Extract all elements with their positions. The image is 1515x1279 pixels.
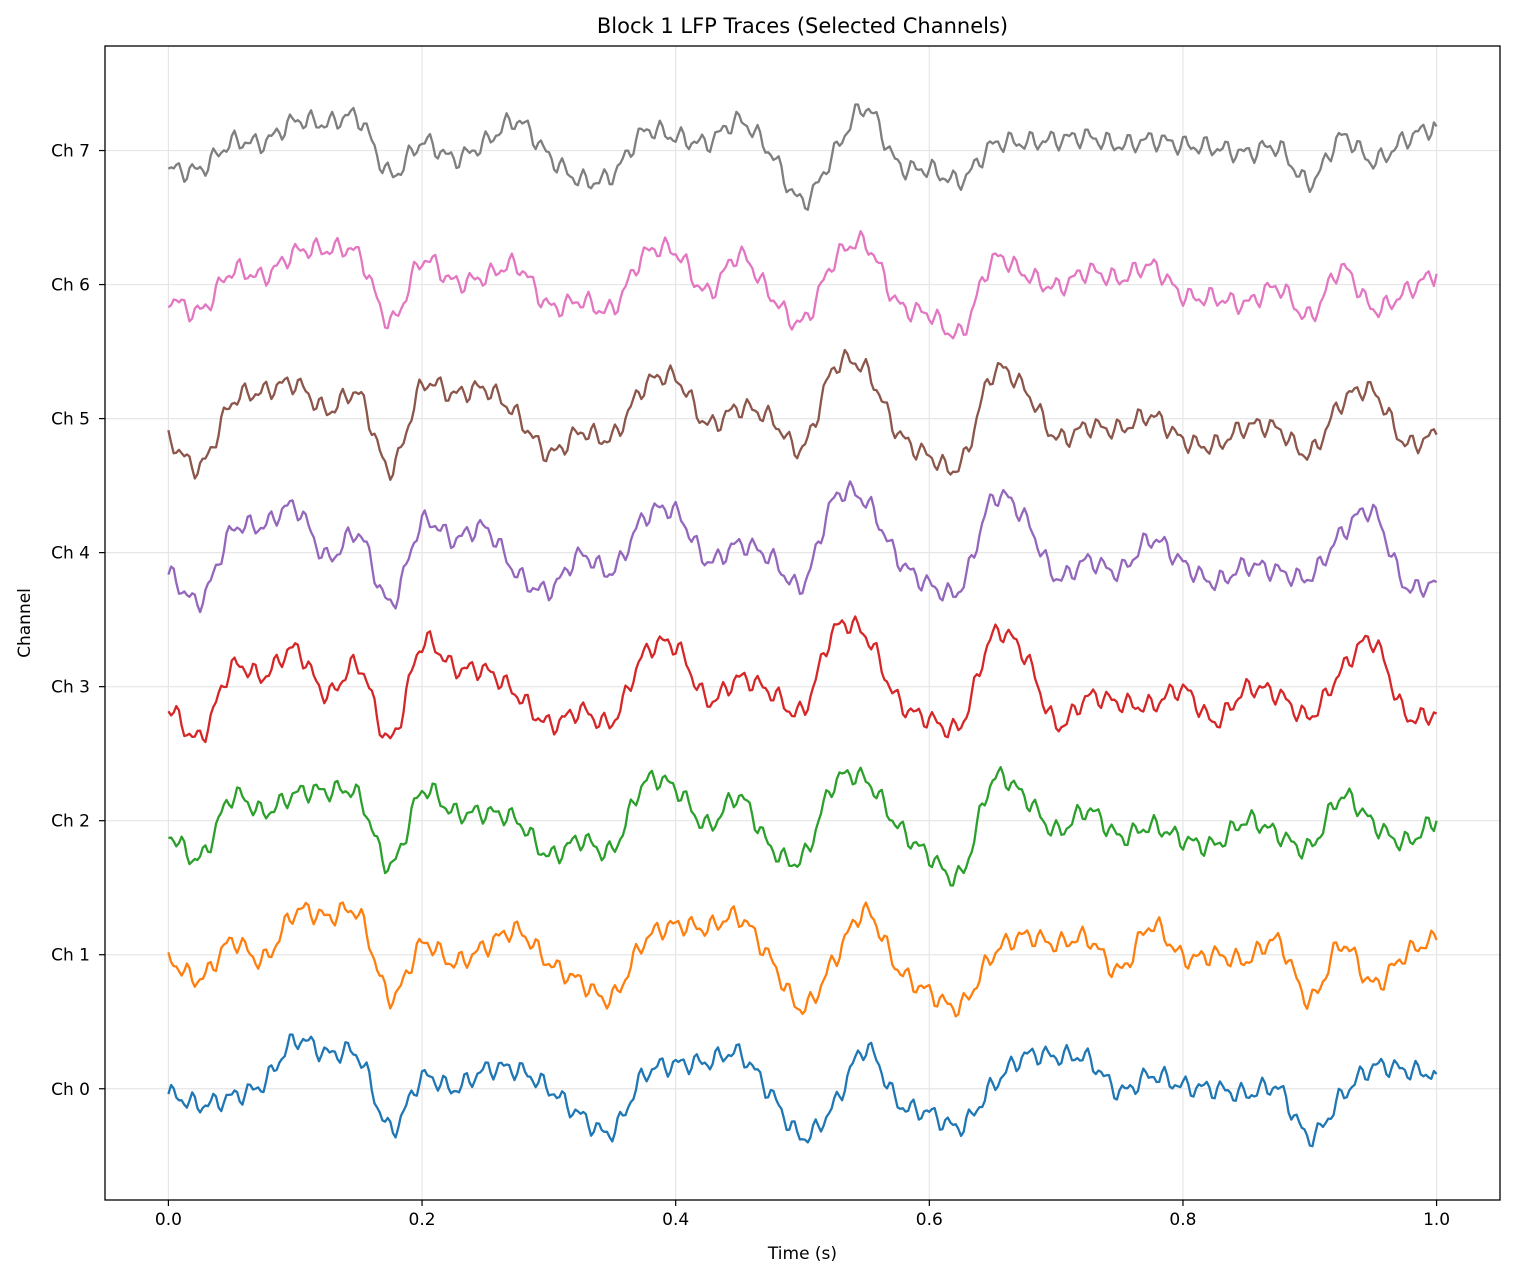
x-tick-label: 0.2 — [409, 1210, 436, 1230]
x-tick-label: 0.8 — [1169, 1210, 1196, 1230]
channel-trace-4 — [167, 480, 1438, 614]
y-tick-label: Ch 5 — [51, 410, 90, 430]
x-tick-label: 0.0 — [155, 1210, 182, 1230]
x-tick-label: 1.0 — [1423, 1210, 1450, 1230]
chart-title: Block 1 LFP Traces (Selected Channels) — [597, 14, 1008, 38]
channel-trace-3 — [167, 615, 1438, 744]
x-tick-label: 0.4 — [662, 1210, 689, 1230]
y-tick-label: Ch 0 — [51, 1080, 90, 1100]
y-axis-label: Channel — [15, 588, 35, 658]
plot-frame — [104, 45, 1501, 1201]
channel-trace-1 — [167, 901, 1438, 1018]
channel-trace-7 — [167, 103, 1438, 211]
channel-trace-2 — [168, 766, 1438, 887]
y-tick-label: Ch 1 — [51, 946, 90, 966]
y-tick-label: Ch 7 — [51, 142, 90, 162]
y-tick-label: Ch 3 — [51, 678, 90, 698]
y-tick-label: Ch 2 — [51, 812, 90, 832]
y-tick-label: Ch 4 — [51, 544, 90, 564]
trace-series — [167, 103, 1438, 1148]
x-axis-label: Time (s) — [767, 1244, 837, 1264]
y-ticks: Ch 0 Ch 1 Ch 2 Ch 3 Ch 4 Ch 5 Ch 6 Ch 7 — [51, 142, 105, 1100]
x-ticks: 0.0 0.2 0.4 0.6 0.8 1.0 — [155, 1200, 1450, 1230]
channel-trace-0 — [167, 1033, 1438, 1148]
channel-trace-6 — [167, 230, 1438, 340]
y-tick-label: Ch 6 — [51, 276, 90, 296]
x-tick-label: 0.6 — [916, 1210, 943, 1230]
channel-trace-5 — [167, 348, 1438, 481]
